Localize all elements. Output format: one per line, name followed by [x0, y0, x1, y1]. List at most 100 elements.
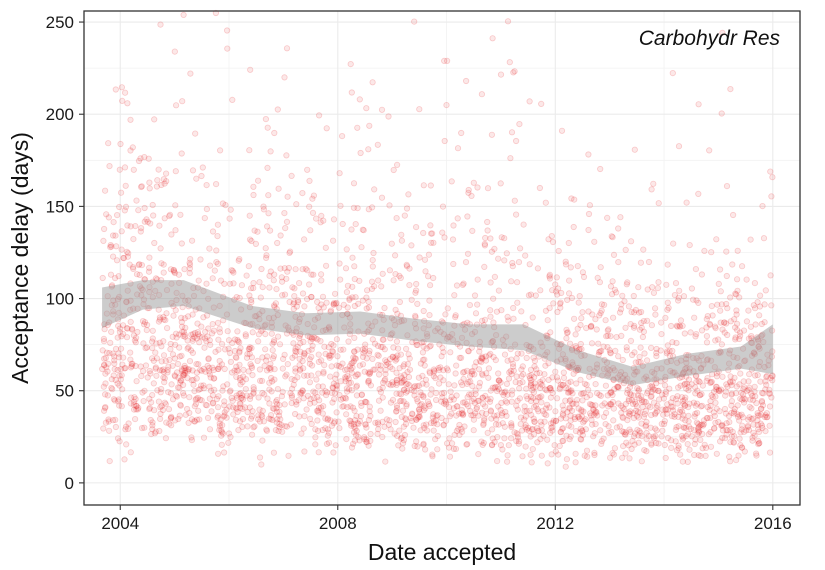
data-point: [546, 273, 553, 280]
data-point: [687, 329, 694, 336]
data-point: [264, 395, 271, 402]
data-point: [248, 413, 256, 420]
data-point: [265, 415, 273, 422]
data-point: [751, 372, 759, 379]
data-point: [451, 382, 458, 389]
data-point: [188, 416, 195, 423]
data-point: [531, 380, 538, 387]
data-point: [366, 368, 374, 376]
data-point: [224, 27, 231, 34]
data-point: [132, 223, 139, 230]
data-point: [277, 232, 284, 239]
data-point: [719, 29, 726, 36]
data-point: [307, 227, 314, 234]
data-point: [548, 451, 555, 458]
data-point: [559, 410, 566, 417]
data-point: [619, 413, 626, 420]
data-point: [624, 416, 631, 424]
data-point: [411, 18, 418, 25]
data-point: [443, 365, 450, 372]
data-point: [484, 396, 491, 403]
data-point: [739, 422, 746, 429]
data-point: [267, 360, 274, 368]
data-point: [211, 386, 218, 393]
data-point: [552, 417, 560, 425]
data-point: [419, 372, 426, 379]
data-point: [350, 180, 358, 187]
data-point: [144, 374, 151, 381]
data-point: [522, 421, 529, 429]
data-point: [556, 384, 564, 391]
data-point: [557, 429, 565, 436]
data-point: [659, 391, 666, 398]
data-point: [517, 420, 524, 428]
data-point: [730, 439, 738, 446]
data-point: [121, 164, 129, 171]
data-point: [112, 274, 119, 282]
data-point: [595, 349, 603, 356]
data-point: [181, 333, 189, 340]
data-point: [456, 431, 463, 438]
data-point: [663, 348, 671, 355]
data-point: [419, 349, 426, 356]
data-point: [174, 384, 182, 391]
data-point: [189, 349, 196, 356]
data-point: [504, 391, 511, 398]
data-point: [478, 438, 485, 445]
data-point: [263, 426, 270, 433]
data-point: [722, 392, 729, 399]
data-point: [288, 172, 295, 179]
data-point: [490, 353, 497, 361]
data-point: [294, 297, 302, 304]
data-point: [482, 410, 490, 417]
data-point: [538, 393, 545, 400]
data-point: [195, 361, 202, 368]
data-point: [565, 386, 572, 393]
data-point: [570, 315, 578, 322]
data-point: [538, 422, 545, 429]
data-point: [353, 383, 360, 390]
data-point: [269, 355, 277, 362]
data-point: [163, 170, 170, 177]
data-point: [693, 378, 700, 385]
data-point: [631, 349, 638, 356]
data-point: [495, 386, 502, 393]
data-point: [650, 289, 658, 296]
data-point: [203, 402, 210, 409]
data-point: [269, 378, 276, 385]
data-point: [649, 384, 656, 391]
data-point: [283, 152, 290, 159]
data-point: [465, 378, 472, 386]
data-point: [519, 453, 526, 460]
data-point: [420, 393, 427, 401]
data-point: [537, 380, 544, 388]
data-point: [285, 264, 292, 272]
data-point: [448, 410, 455, 417]
data-point: [699, 430, 706, 438]
data-point: [186, 269, 193, 277]
data-point: [552, 417, 560, 424]
data-point: [353, 371, 361, 378]
data-point: [768, 302, 775, 309]
data-point: [664, 306, 671, 313]
data-point: [367, 412, 374, 420]
data-point: [635, 432, 642, 439]
data-point: [513, 402, 520, 409]
data-point: [430, 239, 437, 246]
data-point: [531, 418, 538, 425]
data-point: [651, 305, 659, 312]
data-point: [396, 365, 403, 372]
data-point: [111, 365, 118, 373]
data-point: [571, 415, 579, 423]
data-point: [624, 279, 631, 286]
data-point: [673, 447, 681, 454]
data-point: [102, 404, 109, 412]
data-point: [224, 328, 231, 335]
data-point: [420, 422, 427, 429]
data-point: [258, 411, 265, 419]
data-point: [755, 426, 762, 433]
data-point: [236, 339, 243, 346]
data-point: [415, 374, 422, 381]
data-point: [582, 416, 589, 423]
data-point: [169, 351, 177, 358]
